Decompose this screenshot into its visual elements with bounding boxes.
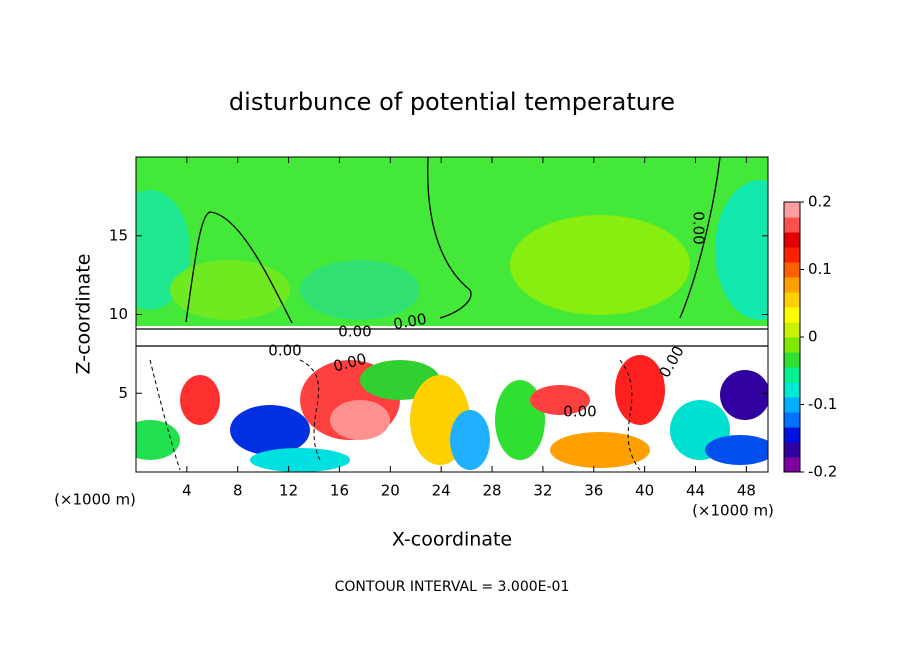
colorbar-swatch bbox=[784, 337, 800, 353]
colorbar-swatch bbox=[784, 352, 800, 368]
contour-label: 0.00 bbox=[563, 403, 596, 421]
colorbar-tick-label: 0 bbox=[808, 328, 818, 346]
colorbar-swatch bbox=[784, 382, 800, 398]
colorbar-swatch bbox=[784, 322, 800, 338]
y-tick-label: 10 bbox=[109, 305, 128, 323]
footnote: CONTOUR INTERVAL = 3.000E-01 bbox=[335, 579, 570, 595]
colorbar-swatch bbox=[784, 292, 800, 308]
colorbar-swatch bbox=[784, 442, 800, 458]
x-tick-label: 20 bbox=[381, 482, 400, 500]
colorbar-swatch bbox=[784, 277, 800, 293]
y-tick-label: 15 bbox=[109, 226, 128, 244]
chart-title: disturbunce of potential temperature bbox=[229, 88, 675, 116]
colorbar-swatch bbox=[784, 232, 800, 248]
colorbar-swatch bbox=[784, 397, 800, 413]
x-tick-label: 8 bbox=[233, 482, 243, 500]
x-tick-label: 28 bbox=[483, 482, 502, 500]
y-tick-label: 5 bbox=[118, 384, 128, 402]
colorbar-swatch bbox=[784, 412, 800, 428]
colorbar-swatch bbox=[784, 367, 800, 383]
colorbar-swatch bbox=[784, 427, 800, 443]
colorbar-swatch bbox=[784, 262, 800, 278]
colorbar-tick-label: 0.2 bbox=[808, 193, 832, 211]
contour-label: 0.00 bbox=[392, 310, 428, 334]
colorbar-tick-label: -0.1 bbox=[808, 395, 837, 413]
x-tick-label: 4 bbox=[182, 482, 192, 500]
colorbar-swatch bbox=[784, 247, 800, 263]
x-tick-label: 48 bbox=[737, 482, 756, 500]
field bbox=[136, 157, 768, 472]
colorbar-swatch bbox=[784, 217, 800, 233]
contour-label: 0.00 bbox=[690, 211, 708, 244]
colorbar-swatch bbox=[784, 457, 800, 473]
x-unit-label: (×1000 m) bbox=[692, 502, 774, 520]
x-tick-label: 40 bbox=[635, 482, 654, 500]
colorbar-swatch bbox=[784, 307, 800, 323]
colorbar-tick-label: -0.2 bbox=[808, 463, 837, 481]
x-tick-label: 16 bbox=[330, 482, 349, 500]
contour-label: 0.00 bbox=[268, 342, 301, 360]
y-axis-title: Z-coordinate bbox=[73, 254, 95, 375]
contour-label: 0.00 bbox=[338, 323, 371, 341]
x-tick-label: 12 bbox=[279, 482, 298, 500]
x-tick-label: 44 bbox=[686, 482, 705, 500]
x-tick-label: 24 bbox=[432, 482, 451, 500]
x-unit-label: (×1000 m) bbox=[54, 491, 136, 509]
colorbar-tick-label: 0.1 bbox=[808, 260, 832, 278]
colorbar-swatch bbox=[784, 202, 800, 218]
x-axis-title: X-coordinate bbox=[392, 529, 512, 551]
x-tick-label: 32 bbox=[533, 482, 552, 500]
x-tick-label: 36 bbox=[584, 482, 603, 500]
